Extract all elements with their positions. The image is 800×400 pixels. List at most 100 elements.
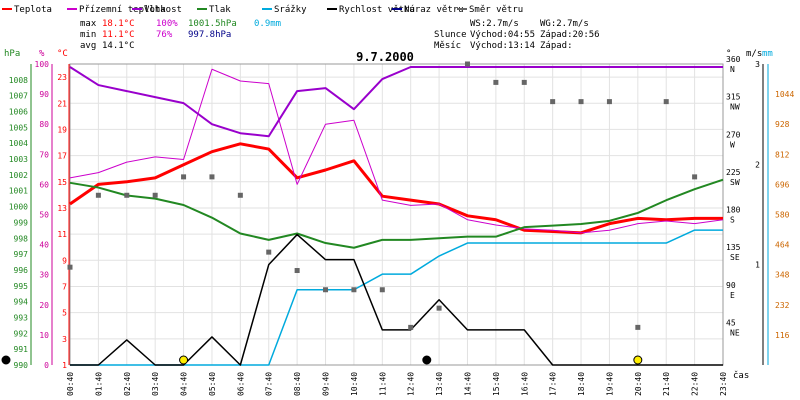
- tick-percent: 90: [39, 90, 49, 99]
- tick-celsius: 9: [62, 256, 67, 265]
- axis-title-direction: °: [726, 49, 731, 59]
- tick-direction-deg: 135: [726, 243, 741, 252]
- tick-hpa: 1005: [9, 123, 28, 132]
- tick-rain: 232: [775, 301, 790, 310]
- wind-direction-point: [493, 79, 499, 85]
- wind-direction-point: [294, 268, 300, 274]
- tick-hpa: 997: [14, 250, 29, 259]
- info-slunce-vychod: Východ:04:55: [470, 30, 535, 40]
- stat-max-hum: 100%: [156, 19, 178, 29]
- wind-direction-point: [95, 192, 101, 198]
- axis-title-celsius: °C: [57, 49, 68, 59]
- chart-axes: hPa% °C ° m/s mm9909919929939949959969979989…: [4, 49, 794, 370]
- info-wg: WG:2.7m/s: [540, 19, 589, 29]
- tick-celsius: 19: [57, 125, 67, 134]
- tick-wind: 2: [755, 160, 760, 169]
- tick-x: 14:40: [463, 372, 472, 396]
- tick-direction-compass: NW: [730, 103, 740, 112]
- series-line: [69, 178, 724, 249]
- tick-percent: 70: [39, 150, 49, 159]
- tick-celsius: 11: [57, 230, 67, 239]
- tick-hpa: 998: [14, 234, 29, 243]
- tick-x: 19:40: [605, 372, 614, 396]
- tick-direction-deg: 225: [726, 168, 741, 177]
- info-mesic-zapad: Západ:: [540, 41, 573, 51]
- tick-hpa: 994: [14, 298, 29, 307]
- tick-x: 18:40: [577, 372, 586, 396]
- legend-label: Rychlost větru: [339, 5, 415, 15]
- plot-frame: [69, 63, 724, 366]
- stat-min-press: 997.8hPa: [188, 30, 231, 40]
- legend-label: Směr větru: [469, 5, 523, 15]
- wind-direction-point: [323, 287, 329, 293]
- tick-direction-compass: SE: [730, 253, 740, 262]
- legend-label: Srážky: [274, 5, 307, 15]
- tick-wind: 3: [755, 60, 760, 69]
- tick-percent: 50: [39, 211, 49, 220]
- tick-percent: 30: [39, 271, 49, 280]
- tick-direction-compass: S: [730, 216, 735, 225]
- tick-x: 04:40: [180, 372, 189, 396]
- info-slunce: Slunce: [434, 30, 467, 40]
- wind-direction-point: [550, 99, 556, 105]
- wind-direction-point: [635, 324, 641, 330]
- legend-label: Náraz větru: [404, 5, 464, 15]
- tick-x: 05:40: [208, 372, 217, 396]
- tick-x: 08:40: [293, 372, 302, 396]
- legend-label: Vlhkost: [144, 5, 182, 15]
- tick-hpa: 1004: [9, 139, 28, 148]
- tick-rain: 1044: [775, 90, 794, 99]
- tick-percent: 100: [35, 60, 50, 69]
- tick-x: 03:40: [151, 372, 160, 396]
- tick-x: 22:40: [691, 372, 700, 396]
- wind-direction-point: [237, 192, 243, 198]
- info-slunce-zapad: Západ:20:56: [540, 30, 600, 40]
- tick-hpa: 1008: [9, 76, 28, 85]
- tick-x: 01:40: [94, 372, 103, 396]
- event-marker: [179, 355, 189, 365]
- legend-label: Přízemní teplota: [79, 5, 166, 15]
- tick-direction-compass: W: [730, 140, 735, 149]
- wind-direction-point: [124, 192, 130, 198]
- tick-x: 11:40: [378, 372, 387, 396]
- series-line: [69, 68, 724, 234]
- wind-direction-point: [408, 324, 414, 330]
- wind-direction-point: [209, 174, 215, 180]
- stat-max-temp: 18.1°C: [102, 19, 135, 29]
- stat-max-rain: 0.9mm: [254, 19, 281, 29]
- series-line: [70, 233, 723, 366]
- info-mesic: Měsíc: [434, 41, 461, 51]
- series-line: [69, 66, 723, 138]
- wind-direction-point: [663, 99, 669, 105]
- tick-hpa: 993: [14, 313, 29, 322]
- axis-title-wind: m/s: [746, 49, 762, 59]
- tick-direction-compass: N: [730, 65, 735, 74]
- x-axis: 00:40 01:40 02:40 03:40 04:40 05:40 06:40 07:40…: [66, 370, 749, 396]
- event-marker: [422, 355, 432, 365]
- tick-celsius: 7: [62, 282, 67, 291]
- tick-celsius: 1: [62, 361, 67, 370]
- wind-direction-point: [67, 264, 73, 270]
- tick-hpa: 990: [14, 361, 29, 370]
- wind-direction-point: [379, 287, 385, 293]
- tick-wind: 1: [755, 261, 760, 270]
- info-block: max 18.1°C 100% 1001.5hPa 0.9mm min 11.1…: [80, 19, 600, 51]
- tick-celsius: 3: [62, 335, 67, 344]
- tick-rain: 348: [775, 271, 790, 280]
- wind-direction-point: [692, 174, 698, 180]
- tick-x: 20:40: [634, 372, 643, 396]
- stat-min-hum: 76%: [156, 30, 173, 40]
- tick-celsius: 21: [57, 99, 67, 108]
- tick-rain: 812: [775, 150, 790, 159]
- tick-celsius: 13: [57, 204, 67, 213]
- tick-percent: 0: [44, 361, 49, 370]
- tick-hpa: 1003: [9, 155, 28, 164]
- stat-max-label: max: [80, 19, 97, 29]
- tick-direction-deg: 180: [726, 206, 741, 215]
- axis-title-percent: %: [39, 49, 45, 59]
- axis-title-hpa: hPa: [4, 49, 20, 59]
- info-ws: WS:2.7m/s: [470, 19, 519, 29]
- tick-rain: 928: [775, 120, 790, 129]
- wind-direction-point: [606, 99, 612, 105]
- legend-label: Tlak: [209, 5, 231, 15]
